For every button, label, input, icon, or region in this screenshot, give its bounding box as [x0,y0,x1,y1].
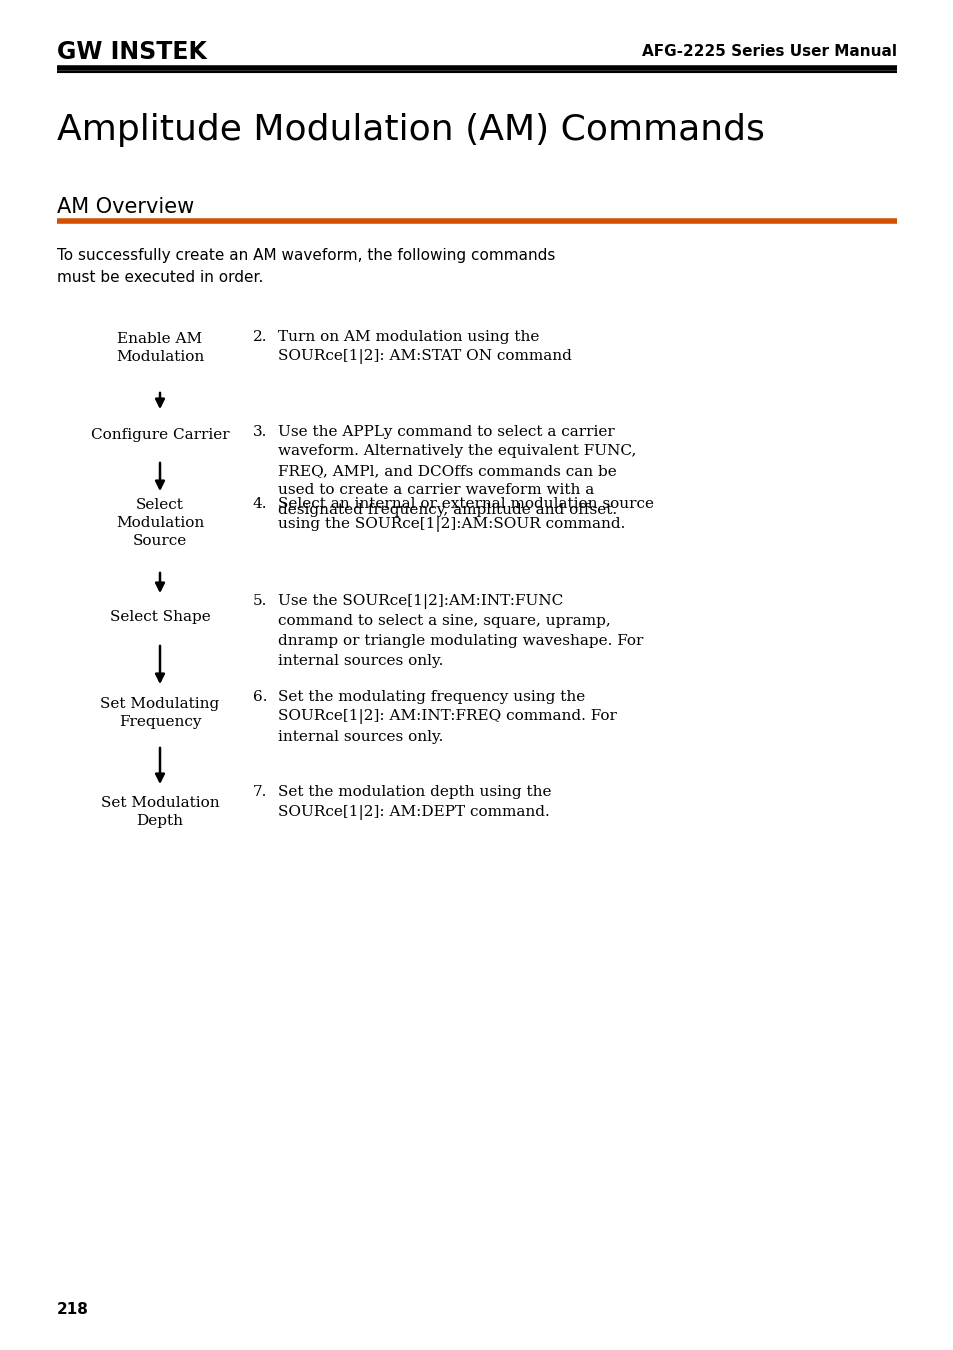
Text: AM Overview: AM Overview [57,197,194,217]
Text: AFG-2225 Series User Manual: AFG-2225 Series User Manual [641,45,896,59]
Text: Turn on AM modulation using the
SOURce[1|2]: AM:STAT ON command: Turn on AM modulation using the SOURce[1… [277,329,571,364]
Text: 2.: 2. [253,329,267,344]
Text: Configure Carrier: Configure Carrier [91,428,229,441]
Text: 3.: 3. [253,425,267,439]
Text: Select an internal or external modulation source
using the SOURce[1|2]:AM:SOUR c: Select an internal or external modulatio… [277,497,654,532]
Text: Set Modulation
Depth: Set Modulation Depth [101,795,219,828]
Text: 4.: 4. [253,497,267,512]
Text: To successfully create an AM waveform, the following commands
must be executed i: To successfully create an AM waveform, t… [57,248,555,285]
Text: Set the modulating frequency using the
SOURce[1|2]: AM:INT:FREQ command. For
int: Set the modulating frequency using the S… [277,690,617,744]
Text: 218: 218 [57,1303,89,1318]
Text: Use the APPLy command to select a carrier
waveform. Alternatively the equivalent: Use the APPLy command to select a carrie… [277,425,636,517]
Text: Set the modulation depth using the
SOURce[1|2]: AM:DEPT command.: Set the modulation depth using the SOURc… [277,784,551,819]
Text: 5.: 5. [253,594,267,608]
Text: Set Modulating
Frequency: Set Modulating Frequency [100,697,219,729]
Text: 7.: 7. [253,784,267,799]
Text: GW INSTEK: GW INSTEK [57,40,207,63]
Text: 6.: 6. [253,690,267,703]
Text: Enable AM
Modulation: Enable AM Modulation [115,332,204,365]
Text: Amplitude Modulation (AM) Commands: Amplitude Modulation (AM) Commands [57,113,764,147]
Text: Select
Modulation
Source: Select Modulation Source [115,498,204,548]
Text: Select Shape: Select Shape [110,610,211,624]
Text: Use the SOURce[1|2]:AM:INT:FUNC
command to select a sine, square, upramp,
dnramp: Use the SOURce[1|2]:AM:INT:FUNC command … [277,594,642,667]
